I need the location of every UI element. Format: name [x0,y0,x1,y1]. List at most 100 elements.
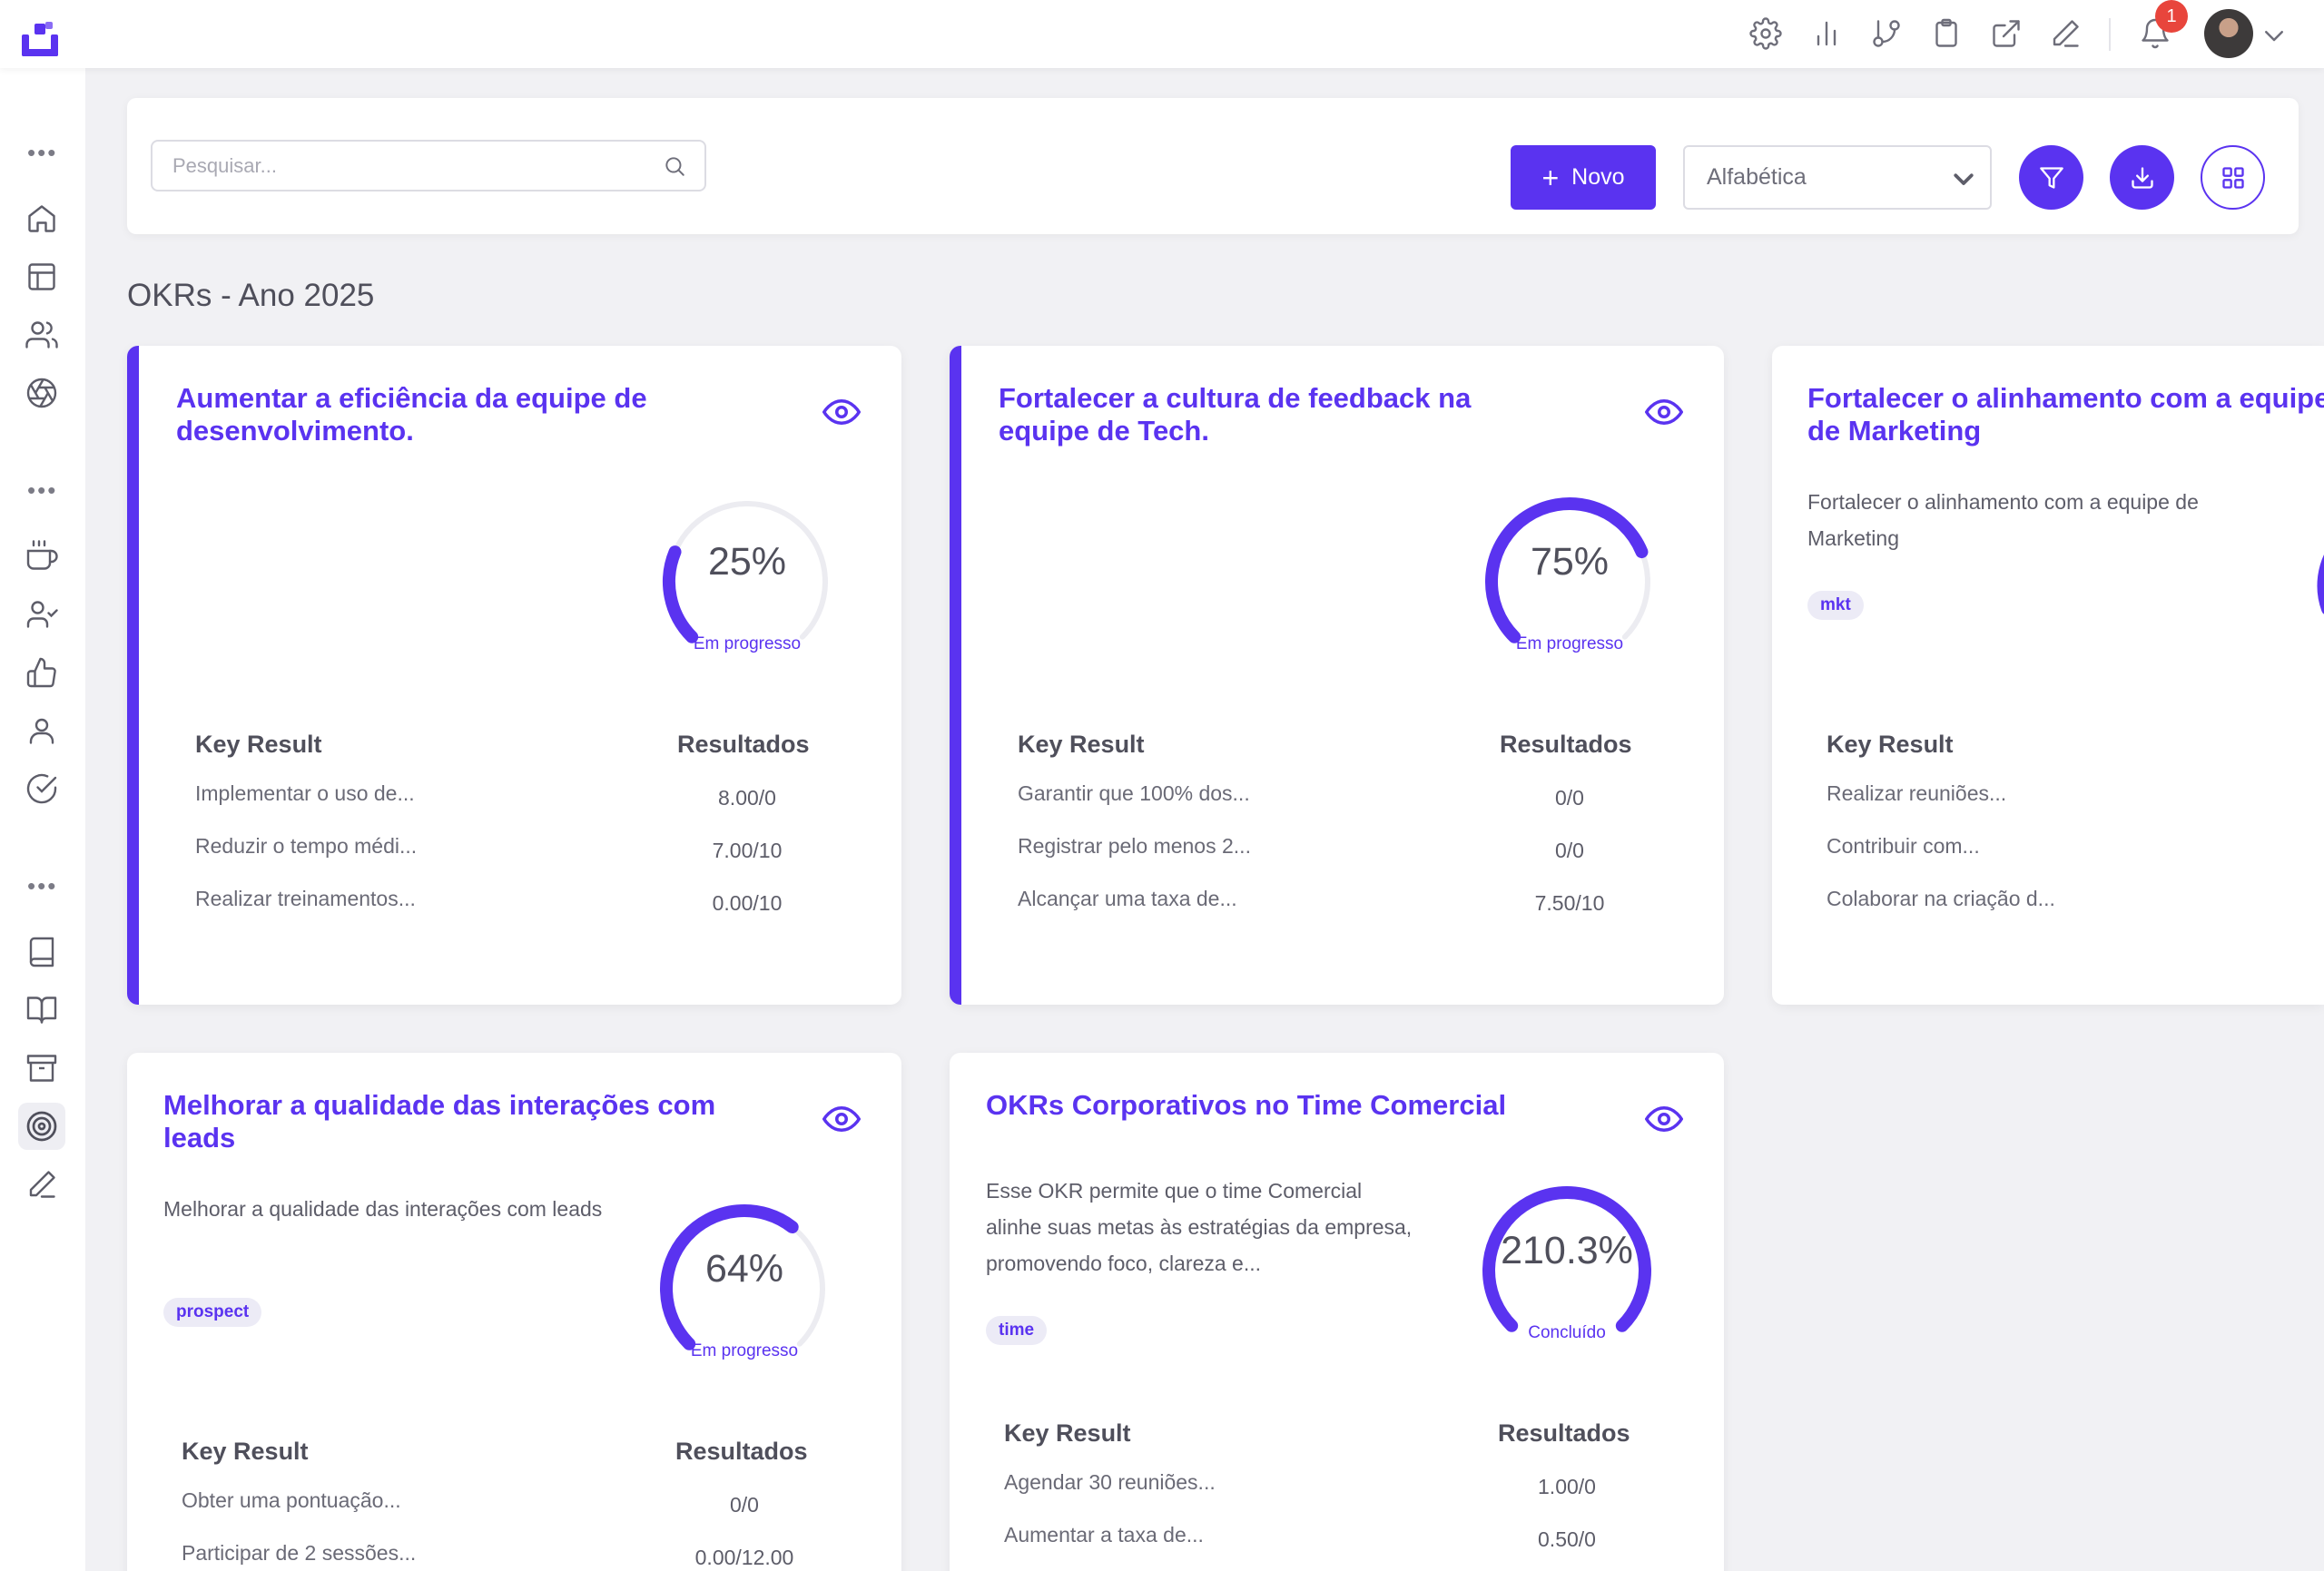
key-result-value: 8.00/0 [718,786,776,810]
home-icon[interactable] [18,195,65,242]
notification-badge: 1 [2155,0,2188,33]
book-icon[interactable] [18,928,65,976]
filter-button[interactable] [2019,145,2083,210]
search-input[interactable] [172,142,645,190]
search-box[interactable] [151,140,706,191]
users-icon[interactable] [18,311,65,358]
new-okr-button[interactable]: + Novo [1511,145,1656,210]
status-label: Concluído [1528,1323,1606,1342]
target-icon[interactable] [18,1103,65,1150]
key-result-value: 0/0 [730,1493,759,1517]
user-icon[interactable] [18,707,65,754]
avatar[interactable] [2204,9,2253,58]
okr-title[interactable]: Aumentar a eficiência da equipe de desen… [176,382,647,447]
search-icon[interactable] [663,154,686,178]
okr-card[interactable]: Aumentar a eficiência da equipe de desen… [127,346,901,1005]
key-result-label[interactable]: Alcançar uma taxa de... [1018,887,1237,910]
key-result-label[interactable]: Registrar pelo menos 2... [1018,834,1251,858]
okr-title[interactable]: Fortalecer o alinhamento com a equipe de… [1807,382,2324,447]
key-result-label[interactable]: Realizar reuniões... [1827,781,2007,805]
key-result-label[interactable]: Garantir que 100% dos... [1018,781,1250,805]
tag-badge: mkt [1807,591,1864,620]
key-result-value: 0.50/0 [1538,1527,1596,1551]
kr-header: Key Result [195,731,322,758]
check-circle-icon[interactable] [18,765,65,812]
gauge-fill [663,545,699,643]
toolbar-panel: + Novo Alfabética [127,98,2299,234]
pen-icon[interactable] [18,1161,65,1208]
kr-header: Key Result [1827,731,1954,758]
coffee-icon[interactable] [18,533,65,580]
app-logo[interactable] [18,18,62,60]
progress-gauge-arc [1482,1186,1651,1332]
more-dots-icon: ••• [27,139,58,166]
progress-gauge: 25% Em progresso [656,491,838,673]
okr-card[interactable]: Melhorar a qualidade das interações com … [127,1053,901,1571]
user-check-icon[interactable] [18,591,65,638]
key-result-value: 0.00/10 [712,891,783,915]
progress-gauge: 75% Em progresso [1479,491,1660,673]
okr-card[interactable]: OKRs Corporativos no Time Comercial Esse… [950,1053,1724,1571]
okr-description: Fortalecer o alinhamento com a equipe de… [1807,490,2199,550]
more-dots-icon: ••• [27,476,58,504]
clipboard-icon[interactable] [1927,15,1965,53]
key-result-label[interactable]: Obter uma pontuação... [182,1488,401,1512]
results-header: Resultados [677,731,810,758]
gauge-fill [1482,1186,1651,1332]
eye-icon[interactable] [822,393,862,431]
key-result-label[interactable]: Colaborar na criação d... [1827,887,2055,910]
book-open-icon[interactable] [18,987,65,1034]
download-button[interactable] [2110,145,2174,210]
okr-card[interactable]: Fortalecer o alinhamento com a equipe de… [1772,346,2324,1005]
tag-badge: prospect [163,1298,262,1327]
settings-icon[interactable] [1747,15,1785,53]
okr-title[interactable]: Melhorar a qualidade das interações com … [163,1089,716,1154]
eye-icon[interactable] [1644,393,1684,431]
chart-icon[interactable] [1807,15,1846,53]
thumbs-up-icon[interactable] [18,649,65,696]
eye-icon[interactable] [822,1100,862,1138]
key-result-value: 7.50/10 [1534,891,1605,915]
key-result-value: 1.00/0 [1538,1475,1596,1498]
key-result-label[interactable]: Implementar o uso de... [195,781,415,805]
key-result-label[interactable]: Agendar 30 reuniões... [1004,1470,1216,1494]
plus-icon: + [1541,161,1560,194]
okr-title[interactable]: OKRs Corporativos no Time Comercial [986,1089,1507,1121]
aperture-icon[interactable] [18,369,65,417]
progress-gauge-arc [1485,497,1650,643]
key-result-label[interactable]: Reduzir o tempo médi... [195,834,418,858]
edit-icon[interactable] [2046,15,2084,53]
new-okr-label: Novo [1571,164,1625,190]
sort-select[interactable]: Alfabética [1683,145,1992,210]
key-result-label[interactable]: Participar de 2 sessões... [182,1541,417,1565]
chevron-down-icon [1954,173,1974,185]
eye-icon[interactable] [1644,1100,1684,1138]
chevron-down-icon[interactable] [2260,22,2288,49]
page-title: OKRs - Ano 2025 [127,278,375,313]
grid-view-button[interactable] [2201,145,2265,210]
sort-select-value: Alfabética [1707,164,1807,190]
layout-icon[interactable] [18,253,65,300]
key-result-label[interactable]: Aumentar a taxa de... [1004,1523,1204,1546]
key-result-label[interactable]: Contribuir com... [1827,834,1980,858]
progress-value: 75% [1530,540,1610,584]
okr-card[interactable]: Fortalecer a cultura de feedback na equi… [950,346,1724,1005]
status-label: Em progresso [690,1341,799,1360]
key-result-value: 0.00/12.00 [694,1546,794,1569]
key-result-value: 0/0 [1555,786,1584,810]
key-result-label[interactable]: Realizar treinamentos... [195,887,416,910]
kr-header: Key Result [182,1438,309,1465]
git-branch-icon[interactable] [1867,15,1905,53]
external-link-icon[interactable] [1987,15,2025,53]
progress-value: 25% [707,540,787,584]
progress-gauge-arc [660,1204,825,1350]
okr-description: Esse OKR permite que o time Comercial al… [986,1179,1413,1275]
sidebar: ••• ••• ••• [0,68,85,1571]
key-result-value: 0/0 [1555,839,1584,862]
status-label: Em progresso [1515,634,1624,653]
top-bar: 1 [0,0,2324,68]
okr-title[interactable]: Fortalecer a cultura de feedback na equi… [999,382,1472,447]
kr-header: Key Result [1004,1419,1131,1447]
progress-value: 210.3% [1501,1229,1633,1272]
archive-icon[interactable] [18,1045,65,1092]
